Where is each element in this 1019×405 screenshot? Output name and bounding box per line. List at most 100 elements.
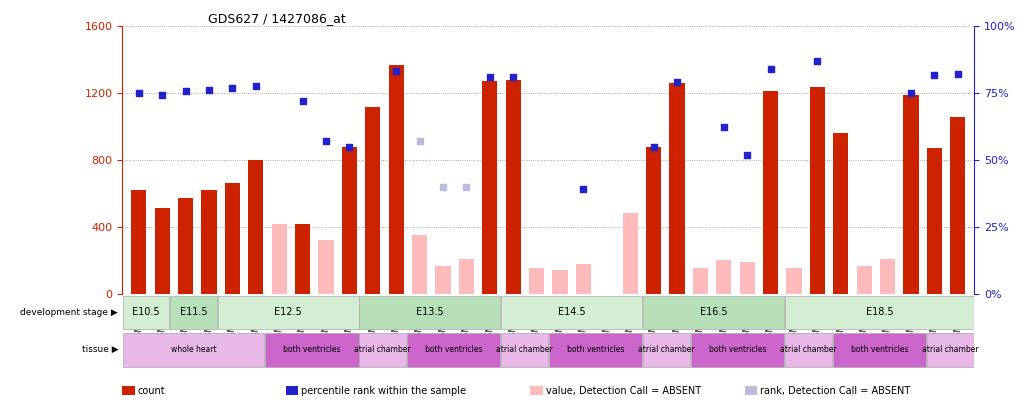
Bar <box>201 190 216 294</box>
Bar <box>341 147 357 294</box>
Bar <box>668 83 684 294</box>
Text: E12.5: E12.5 <box>274 307 302 318</box>
Text: atrial chamber: atrial chamber <box>921 345 978 354</box>
Point <box>504 74 521 81</box>
Bar <box>785 333 830 367</box>
Point <box>458 183 474 190</box>
Bar <box>131 190 147 294</box>
Bar <box>903 95 918 294</box>
Text: both ventricles: both ventricles <box>850 345 907 354</box>
Bar <box>271 224 286 294</box>
Bar <box>365 107 380 294</box>
Text: E14.5: E14.5 <box>557 307 585 318</box>
Point <box>434 183 450 190</box>
Bar <box>739 262 754 294</box>
Bar <box>879 260 895 294</box>
Bar <box>505 80 521 294</box>
Bar <box>715 260 731 294</box>
Bar <box>294 224 310 294</box>
Bar <box>407 333 500 367</box>
Point <box>481 74 497 81</box>
Point <box>668 79 685 85</box>
Text: value, Detection Call = ABSENT: value, Detection Call = ABSENT <box>545 386 700 396</box>
Text: atrial chamber: atrial chamber <box>354 345 411 354</box>
Text: rank, Detection Call = ABSENT: rank, Detection Call = ABSENT <box>759 386 909 396</box>
Bar <box>224 183 239 294</box>
Point <box>318 138 334 145</box>
Point <box>248 82 264 89</box>
Bar <box>248 160 263 294</box>
Bar <box>692 268 707 294</box>
Bar <box>359 333 406 367</box>
Text: development stage ▶: development stage ▶ <box>20 308 118 317</box>
Bar <box>643 296 784 329</box>
Bar <box>412 235 427 294</box>
Text: both ventricles: both ventricles <box>425 345 482 354</box>
Text: atrial chamber: atrial chamber <box>780 345 836 354</box>
Text: E10.5: E10.5 <box>132 307 160 318</box>
Bar <box>265 333 358 367</box>
Bar <box>435 266 450 294</box>
Bar <box>177 198 193 294</box>
Point <box>925 72 942 78</box>
Bar <box>786 268 801 294</box>
Bar <box>459 260 474 294</box>
Text: GDS627 / 1427086_at: GDS627 / 1427086_at <box>208 12 345 25</box>
Text: percentile rank within the sample: percentile rank within the sample <box>301 386 466 396</box>
Text: both ventricles: both ventricles <box>567 345 624 354</box>
Bar <box>809 87 824 294</box>
Point <box>808 58 824 65</box>
Point <box>294 98 311 104</box>
Bar <box>949 117 964 294</box>
Bar <box>155 209 169 294</box>
Text: E16.5: E16.5 <box>699 307 727 318</box>
Point <box>761 66 777 72</box>
Text: E18.5: E18.5 <box>865 307 893 318</box>
Bar <box>785 296 973 329</box>
Text: whole heart: whole heart <box>170 345 216 354</box>
Text: both ventricles: both ventricles <box>282 345 340 354</box>
Text: atrial chamber: atrial chamber <box>638 345 694 354</box>
Bar <box>501 333 547 367</box>
Bar <box>388 65 404 294</box>
Bar <box>359 296 500 329</box>
Point <box>177 88 194 95</box>
Bar <box>217 296 358 329</box>
Point <box>154 92 170 98</box>
Text: atrial chamber: atrial chamber <box>496 345 552 354</box>
Point <box>224 85 240 92</box>
Text: count: count <box>138 386 165 396</box>
Bar <box>552 270 567 294</box>
Bar <box>170 296 216 329</box>
Text: E11.5: E11.5 <box>179 307 207 318</box>
Text: both ventricles: both ventricles <box>708 345 765 354</box>
Bar <box>832 333 925 367</box>
Bar <box>690 333 784 367</box>
Point <box>130 90 147 96</box>
Point <box>902 90 918 96</box>
Bar <box>926 148 941 294</box>
Point <box>341 143 358 150</box>
Bar <box>548 333 642 367</box>
Point <box>715 124 732 131</box>
Point <box>411 138 427 145</box>
Bar <box>622 213 637 294</box>
Text: tissue ▶: tissue ▶ <box>82 345 118 354</box>
Point <box>201 87 217 93</box>
Bar <box>643 333 689 367</box>
Bar <box>856 266 871 294</box>
Bar <box>482 81 497 294</box>
Bar <box>833 133 848 294</box>
Point <box>645 143 661 150</box>
Bar <box>762 92 777 294</box>
Bar <box>529 268 543 294</box>
Bar <box>575 264 590 294</box>
Point <box>949 71 965 77</box>
Bar <box>122 333 264 367</box>
Point <box>387 68 404 75</box>
Bar <box>318 240 333 294</box>
Bar <box>645 147 660 294</box>
Text: E13.5: E13.5 <box>416 307 443 318</box>
Bar <box>501 296 642 329</box>
Bar <box>926 333 973 367</box>
